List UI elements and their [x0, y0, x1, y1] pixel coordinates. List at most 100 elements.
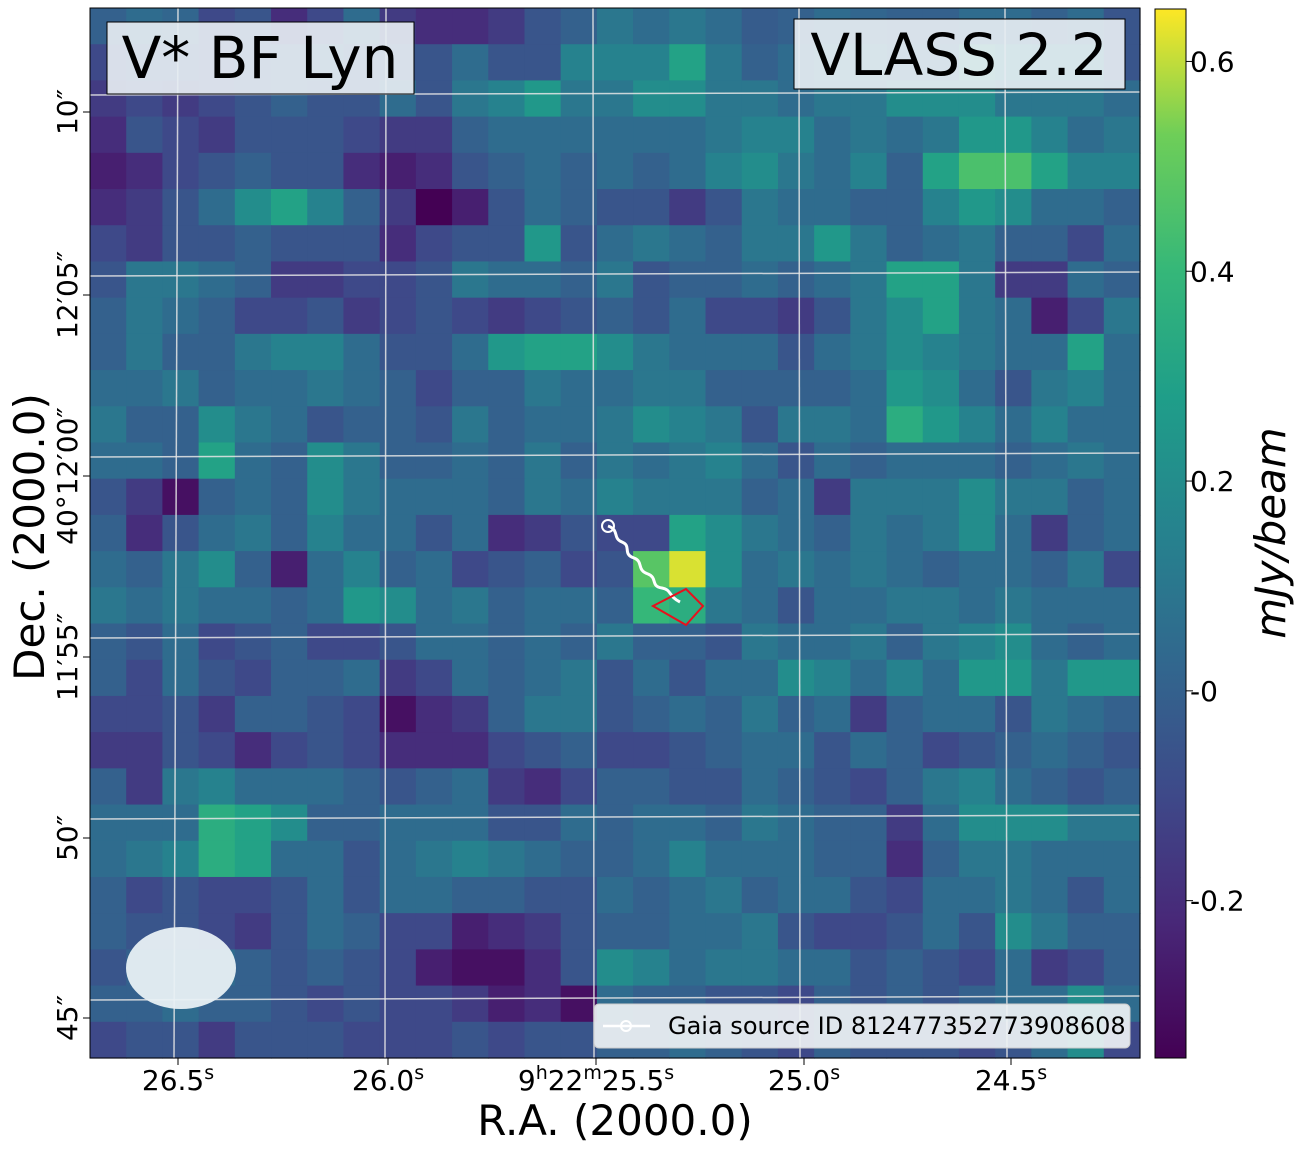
heatmap-pixel [922, 152, 960, 190]
heatmap-pixel [307, 189, 345, 226]
heatmap-pixel [850, 152, 888, 190]
heatmap-pixel [198, 297, 236, 335]
heatmap-pixel [958, 333, 996, 371]
heatmap-pixel [560, 370, 598, 407]
heatmap-pixel [488, 297, 526, 335]
heatmap-pixel [415, 8, 453, 45]
heatmap-pixel [1103, 659, 1141, 697]
heatmap-pixel [343, 1021, 381, 1059]
heatmap-pixel [922, 261, 960, 299]
heatmap-pixel [705, 695, 743, 733]
heatmap-pixel [814, 768, 851, 806]
heatmap-pixel [633, 876, 670, 914]
heatmap-pixel [995, 732, 1032, 769]
heatmap-pixel [958, 768, 996, 806]
heatmap-pixel [198, 551, 236, 588]
heatmap-pixel [488, 804, 526, 842]
heatmap-pixel [234, 732, 272, 769]
heatmap-pixel [741, 406, 779, 444]
heatmap-pixel [126, 189, 164, 226]
heatmap-pixel [343, 551, 381, 588]
heatmap-pixel [995, 695, 1032, 733]
heatmap-pixel [669, 623, 707, 661]
heatmap-pixel [850, 695, 888, 733]
heatmap-pixel [995, 189, 1032, 226]
heatmap-pixel [886, 732, 924, 769]
heatmap-pixel [995, 152, 1032, 190]
colorbar [1154, 8, 1187, 1059]
heatmap-pixel [1031, 406, 1069, 444]
heatmap-pixel [271, 116, 308, 154]
heatmap-pixel [633, 333, 670, 371]
heatmap-pixel [90, 116, 127, 154]
heatmap-pixel [343, 840, 381, 878]
heatmap-pixel [488, 370, 526, 407]
heatmap-pixel [452, 1021, 489, 1059]
heatmap-pixel [198, 732, 236, 769]
heatmap-pixel [741, 768, 779, 806]
heatmap-pixel [886, 768, 924, 806]
heatmap-pixel [415, 985, 453, 1023]
heatmap-pixel [886, 514, 924, 552]
heatmap-pixel [922, 949, 960, 987]
heatmap-pixel [198, 152, 236, 190]
heatmap-pixel [777, 116, 815, 154]
heatmap-pixel [234, 623, 272, 661]
heatmap-pixel [162, 406, 200, 444]
heatmap-pixel [1067, 370, 1105, 407]
heatmap-pixel [596, 261, 634, 299]
heatmap-pixel [669, 659, 707, 697]
heatmap-pixel [850, 623, 888, 661]
heatmap-pixel [958, 261, 996, 299]
heatmap-pixel [741, 732, 779, 769]
heatmap-pixel [198, 261, 236, 299]
heatmap-pixel [1103, 406, 1141, 444]
heatmap-pixel [343, 333, 381, 371]
heatmap-pixel [995, 333, 1032, 371]
heatmap-pixel [343, 949, 381, 987]
heatmap-pixel [271, 587, 308, 625]
heatmap-pixel [741, 587, 779, 625]
heatmap-pixel [741, 261, 779, 299]
heatmap-pixel [814, 189, 851, 226]
heatmap-pixel [850, 768, 888, 806]
heatmap-pixel [488, 333, 526, 371]
heatmap-pixel [198, 406, 236, 444]
heatmap-pixel [234, 116, 272, 154]
heatmap-pixel [524, 695, 562, 733]
heatmap-pixel [958, 804, 996, 842]
heatmap-pixel [995, 370, 1032, 407]
y-tick-label: 12′05″ [51, 251, 84, 339]
heatmap-pixel [1067, 116, 1105, 154]
colorbar-label: mJy/beam [1246, 427, 1295, 638]
heatmap-pixel [958, 623, 996, 661]
heatmap-pixel [234, 840, 272, 878]
heatmap-pixel [777, 587, 815, 625]
heatmap-pixel [560, 478, 598, 516]
heatmap-pixel [958, 189, 996, 226]
heatmap-pixel [886, 406, 924, 444]
heatmap-pixel [1067, 768, 1105, 806]
heatmap-pixel [126, 514, 164, 552]
heatmap-pixel [90, 804, 127, 842]
heatmap-pixel [669, 8, 707, 45]
heatmap-pixel [271, 333, 308, 371]
heatmap-pixel [415, 406, 453, 444]
heatmap-pixel [1067, 804, 1105, 842]
x-tick-label: 26.5s [142, 1062, 214, 1097]
grid-line-ra-26-0 [384, 7, 387, 1059]
heatmap-pixel [814, 116, 851, 154]
heatmap-pixel [271, 985, 308, 1023]
heatmap-pixel [886, 370, 924, 407]
heatmap-pixel [488, 225, 526, 263]
heatmap-pixel [922, 768, 960, 806]
heatmap-pixel [886, 551, 924, 588]
heatmap-pixel [415, 623, 453, 661]
heatmap-pixel [415, 189, 453, 226]
heatmap-pixel [307, 551, 345, 588]
heatmap-pixel [1103, 442, 1141, 480]
heatmap-pixel [90, 442, 127, 480]
heatmap-pixel [1031, 297, 1069, 335]
heatmap-pixel [162, 1021, 200, 1059]
heatmap-pixel [90, 333, 127, 371]
